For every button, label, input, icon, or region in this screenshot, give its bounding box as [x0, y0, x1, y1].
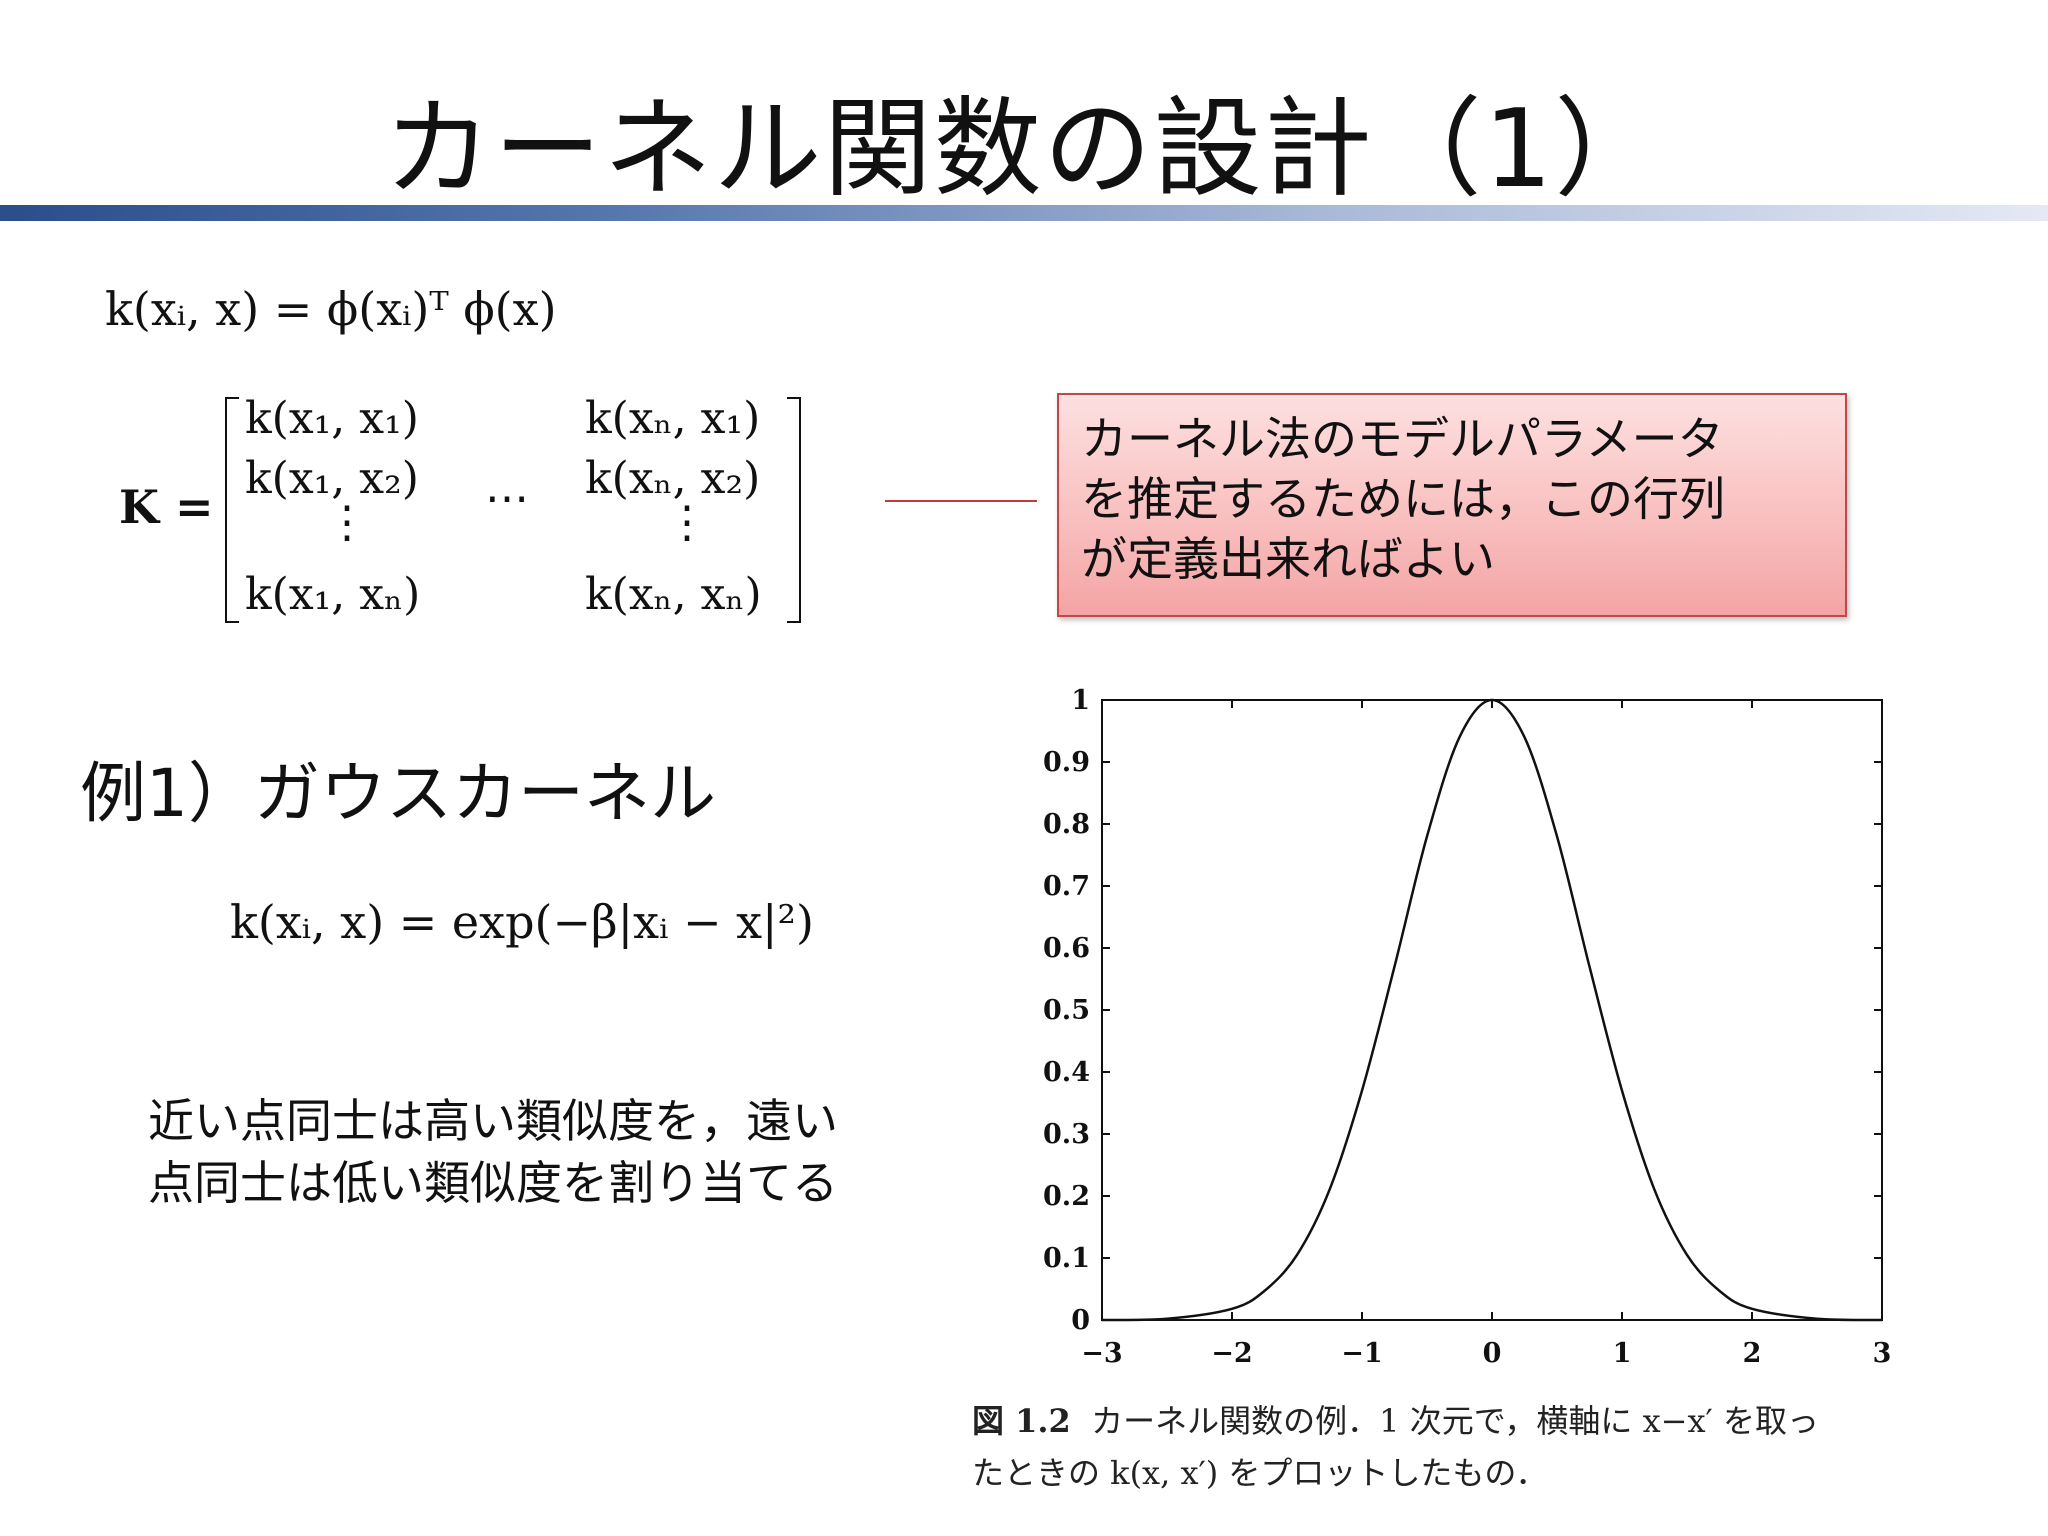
figure-caption: 図 1.2 カーネル関数の例．1 次元で，横軸に x−x′ を取っ たときの k…	[972, 1395, 2012, 1499]
x-tick-label: 3	[1873, 1338, 1892, 1369]
description-text: 近い点同士は高い類似度を，遠い 点同士は低い類似度を割り当てる	[148, 1090, 838, 1214]
callout-line: を推定するためには，この行列	[1081, 472, 1725, 526]
x-tick-label: 0	[1483, 1338, 1502, 1369]
y-tick-label: 0	[1071, 1305, 1090, 1336]
matrix-ellipsis: ⋯	[485, 473, 529, 524]
title-underline-bar	[0, 205, 2048, 221]
gaussian-kernel-equation: k(xᵢ, x) = exp(−β|xᵢ − x|²)	[230, 895, 814, 949]
callout-box: カーネル法のモデルパラメータ を推定するためには，この行列 が定義出来ればよい	[1057, 393, 1847, 617]
kernel-definition-equation: k(xᵢ, x) = ϕ(xᵢ)ᵀ ϕ(x)	[105, 282, 557, 336]
y-tick-label: 0.3	[1043, 1119, 1090, 1150]
x-tick-label: −2	[1211, 1338, 1252, 1369]
figure-caption-line: たときの k(x, x′) をプロットしたもの．	[972, 1454, 1548, 1492]
x-tick-label: −1	[1341, 1338, 1382, 1369]
y-tick-label: 0.5	[1043, 995, 1090, 1026]
matrix-cell: k(x₁, xₙ)	[245, 569, 421, 620]
matrix-cell: k(xₙ, xₙ)	[585, 569, 762, 620]
example-heading: 例1）ガウスカーネル	[80, 755, 716, 832]
x-tick-label: 2	[1743, 1338, 1762, 1369]
matrix-cell: ⋮	[665, 497, 709, 548]
matrix-cell: k(x₁, x₁)	[245, 393, 419, 444]
matrix-right-bracket	[787, 397, 801, 623]
y-tick-label: 1	[1071, 685, 1090, 716]
series-line	[1101, 698, 1883, 1322]
figure-caption-line: カーネル関数の例．1 次元で，横軸に x−x′ を取っ	[1091, 1402, 1819, 1440]
gram-matrix: K = k(x₁, x₁) k(x₁, x₂) ⋮ k(x₁, xₙ) k(xₙ…	[115, 385, 815, 625]
matrix-cell: k(xₙ, x₂)	[585, 453, 761, 504]
gaussian-kernel-chart: 0 0.1 0.2 0.3 0.4 0.5 0.6 0.7 0.8 0.9 1 −3 −2 −1 0 1 2 3	[1043, 685, 1892, 1369]
matrix-cell: ⋮	[325, 497, 369, 548]
gram-matrix-label: K =	[119, 480, 214, 534]
callout-line: カーネル法のモデルパラメータ	[1081, 412, 1724, 466]
matrix-cell: k(xₙ, x₁)	[585, 393, 761, 444]
y-tick-label: 0.7	[1043, 871, 1090, 902]
y-tick-label: 0.2	[1043, 1181, 1090, 1212]
slide-title: カーネル関数の設計（1）	[383, 87, 1665, 212]
matrix-cell: k(x₁, x₂)	[245, 453, 419, 504]
callout-connector-line	[885, 500, 1037, 502]
plot-frame	[1101, 699, 1883, 1321]
callout-line: が定義出来ればよい	[1081, 532, 1495, 586]
y-tick-label: 0.6	[1043, 933, 1090, 964]
y-tick-label: 0.8	[1043, 809, 1090, 840]
figure-caption-label: 図 1.2	[972, 1402, 1071, 1440]
matrix-left-bracket	[225, 397, 239, 623]
x-tick-label: −3	[1081, 1338, 1122, 1369]
description-line: 点同士は低い類似度を割り当てる	[148, 1156, 838, 1210]
y-tick-label: 0.4	[1043, 1057, 1090, 1088]
y-tick-label: 0.9	[1043, 747, 1090, 778]
description-line: 近い点同士は高い類似度を，遠い	[148, 1094, 838, 1148]
y-tick-label: 0.1	[1043, 1243, 1090, 1274]
x-tick-label: 1	[1613, 1338, 1632, 1369]
